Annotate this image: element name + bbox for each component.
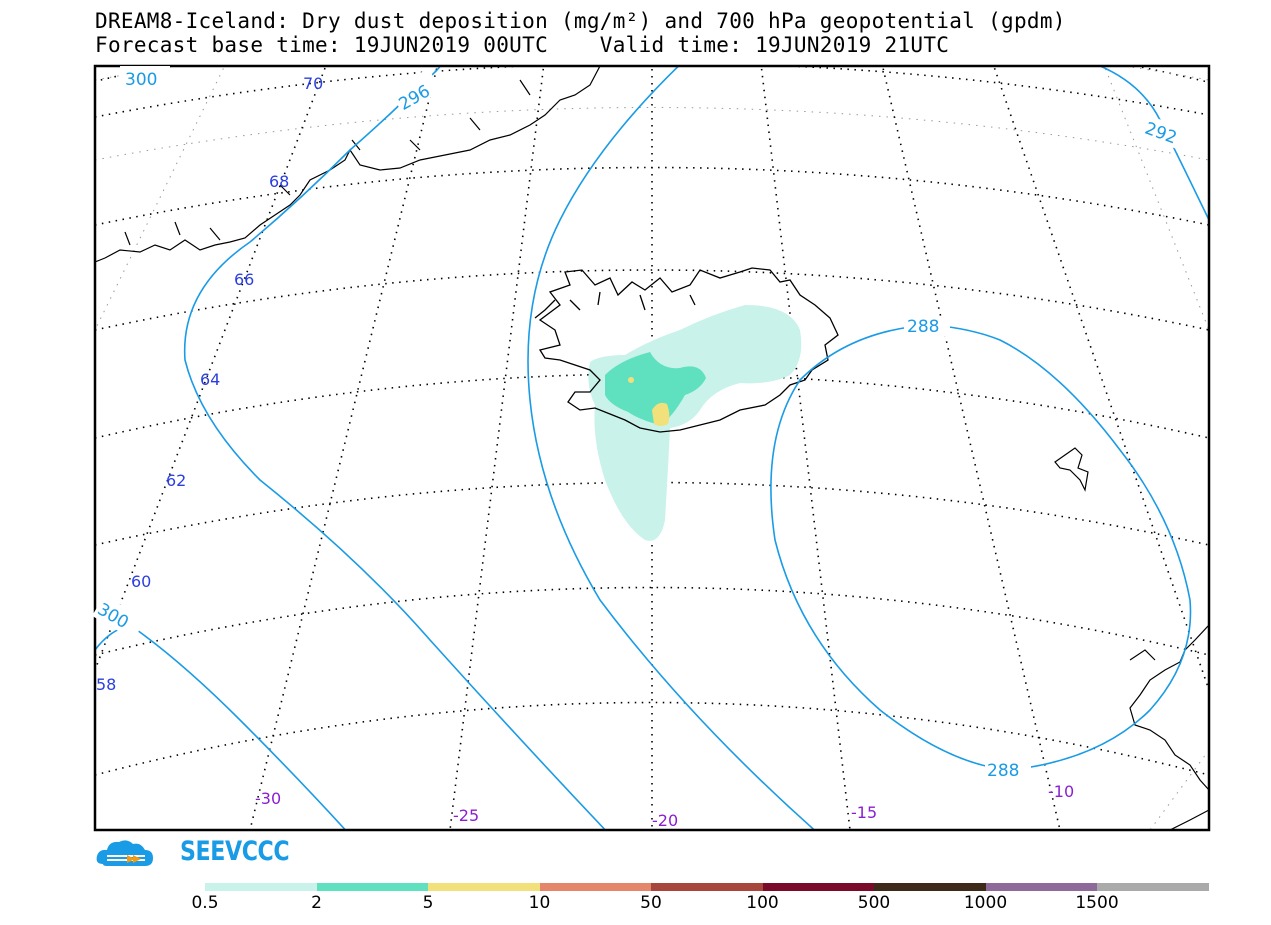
colorbar-swatch-3: [539, 883, 651, 891]
colorbar-swatch-6: [874, 883, 986, 891]
contour-label-292: 292: [1142, 119, 1179, 149]
contour-296: [183, 241, 607, 830]
colorbar-swatch-1: [316, 883, 428, 891]
colorbar-swatch-5: [762, 883, 874, 891]
lon-label-minus-10: -10: [1048, 782, 1074, 801]
longitude-gridlines-faint: [95, 66, 1209, 830]
arrow-icon: [127, 855, 141, 863]
lat-label-62: 62: [166, 471, 186, 490]
map-frame: [93, 64, 1211, 832]
faroe-islands: [1054, 447, 1089, 492]
contour-292: [527, 66, 816, 830]
lat-label-60: 60: [131, 572, 151, 591]
dust-level-0-5: [588, 305, 802, 541]
dust-level-5-spot: [628, 377, 634, 383]
colorbar-swatch-2: [428, 883, 540, 891]
contour-label-300-top: 300: [125, 70, 157, 90]
lat-label-66: 66: [234, 270, 254, 289]
colorbar-label-2: 5: [422, 893, 434, 913]
greenland-coastline: [95, 66, 601, 263]
longitude-gridlines: [95, 66, 1209, 830]
colorbar-label-8: 1500: [1075, 893, 1119, 913]
lat-label-70: 70: [303, 74, 323, 93]
colorbar-label-3: 10: [528, 893, 551, 913]
colorbar-label-7: 1000: [963, 893, 1008, 913]
colorbar-swatch-8: [1097, 883, 1209, 891]
contour-288: [770, 324, 1192, 771]
dust-deposition-field: [588, 305, 802, 541]
contour-labels: 300 296 292 288 288 300: [92, 66, 1191, 781]
contour-label-288-top: 288: [907, 317, 939, 337]
lat-label-68: 68: [269, 172, 289, 191]
map-title: DREAM8-Iceland: Dry dust deposition (mg/…: [95, 9, 1066, 33]
colorbar: [205, 883, 1209, 891]
logo-text: SEEVCCC: [180, 836, 290, 867]
latitude-gridlines-faint: [95, 66, 1209, 161]
colorbar-label-0: 0.5: [191, 893, 219, 913]
lon-label-minus-30: -30: [255, 789, 281, 808]
colorbar-label-5: 100: [746, 893, 779, 913]
contour-label-288-bottom: 288: [987, 761, 1019, 781]
lat-label-58: 58: [96, 675, 116, 694]
lon-label-minus-20: -20: [652, 811, 678, 830]
colorbar-swatch-0: [205, 883, 317, 891]
lon-label-minus-15: -15: [851, 803, 877, 822]
colorbar-label-4: 50: [640, 893, 662, 913]
lat-label-64: 64: [200, 370, 220, 389]
contour-296-upper: [249, 66, 442, 243]
iceland-coastline: [534, 267, 839, 433]
latitude-labels: 70 68 66 64 62 60 58: [96, 74, 323, 694]
seevccc-cloud-logo: [96, 840, 153, 866]
colorbar-swatch-7: [985, 883, 1097, 891]
norway-coastline: [1129, 624, 1209, 830]
longitude-labels: -30 -25 -20 -15 -10: [255, 782, 1074, 830]
contour-300: [95, 624, 347, 830]
map-subtitle: Forecast base time: 19JUN2019 00UTC Vali…: [95, 33, 950, 57]
dust-level-2: [605, 352, 706, 425]
colorbar-label-6: 500: [857, 893, 891, 913]
contour-292-upper: [1097, 66, 1209, 221]
cloud-icon: [96, 840, 153, 866]
dust-level-5: [652, 402, 670, 426]
lon-label-minus-25: -25: [453, 806, 479, 825]
colorbar-swatch-4: [651, 883, 763, 891]
colorbar-label-1: 2: [311, 893, 322, 913]
